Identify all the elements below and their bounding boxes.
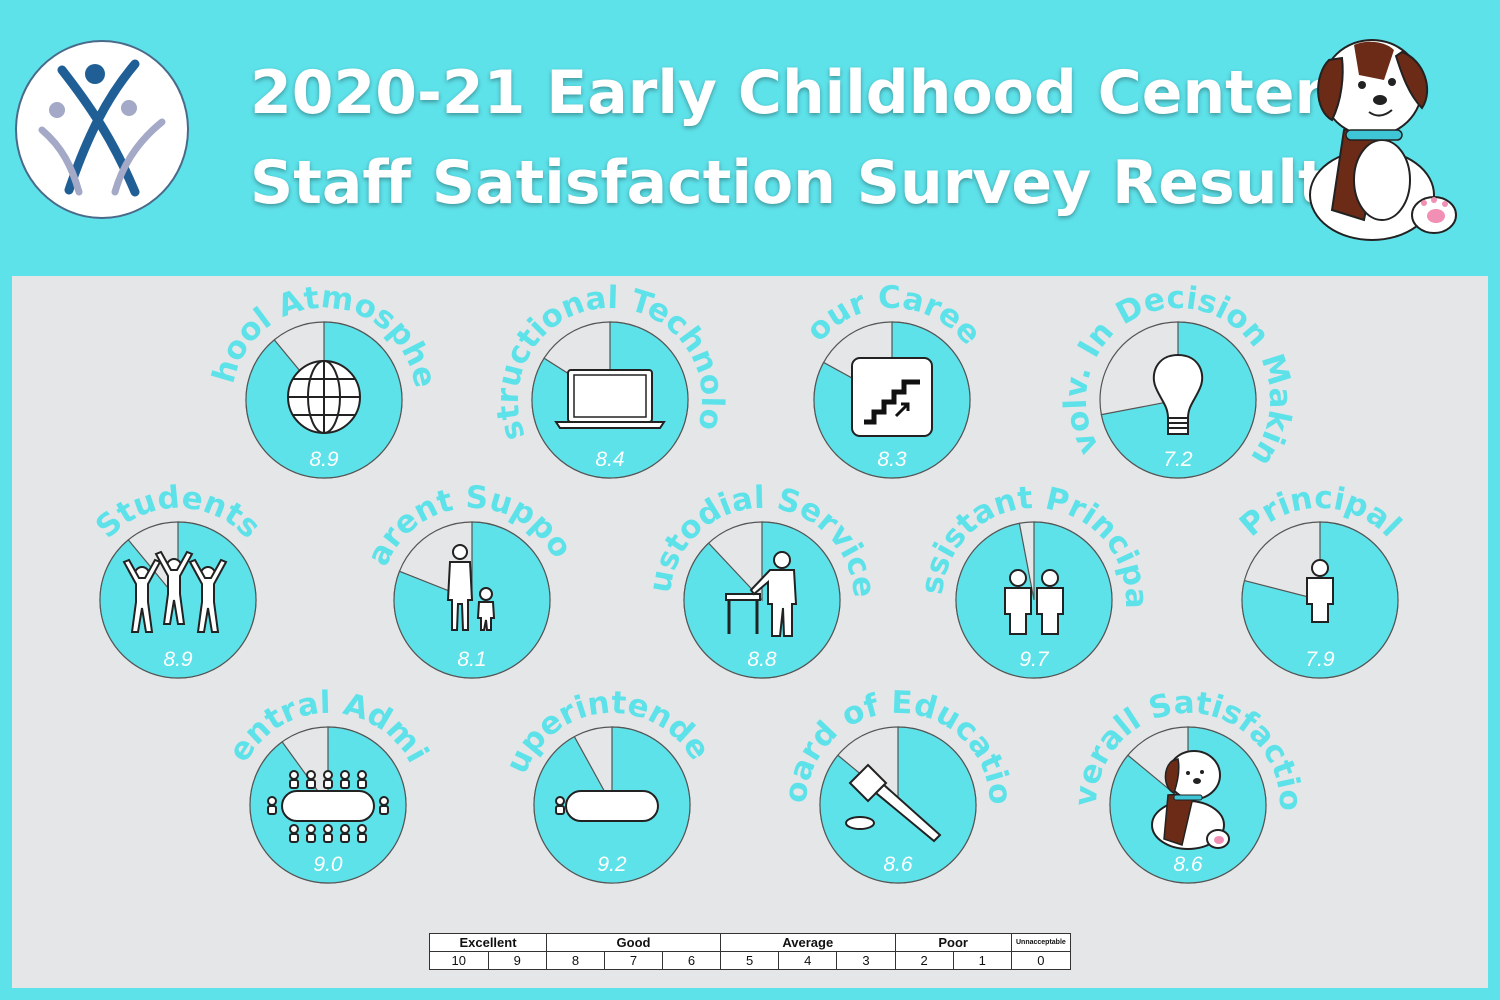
scale-number-5: 5 [720, 951, 780, 970]
value-label-central-admin: 9.0 [313, 853, 343, 876]
puppy-mascot [1284, 20, 1464, 245]
value-label-your-career: 8.3 [877, 448, 907, 471]
students-icon [122, 550, 228, 633]
value-label-custodial-services: 8.8 [747, 648, 777, 671]
scale-number-9: 9 [487, 951, 548, 970]
scale-level-average: Average [720, 933, 896, 952]
rating-scale-legend: Excellent Good Average Poor Unnacceptable 10… [428, 933, 1072, 970]
meeting-table-icon [555, 790, 659, 822]
scale-number-2: 2 [894, 951, 954, 970]
value-label-school-atmosphere: 8.9 [309, 448, 339, 471]
value-label-principal: 7.9 [1305, 648, 1335, 671]
pie-school-atmosphere: 8.9 School Atmosphere [0, 0, 443, 479]
value-label-students: 8.9 [163, 648, 193, 671]
value-label-board-of-education: 8.6 [883, 853, 913, 876]
scale-number-4: 4 [778, 951, 838, 970]
scale-number-1: 1 [952, 951, 1012, 970]
value-label-overall-satisfaction: 8.6 [1173, 853, 1203, 876]
scale-level-row: Excellent Good Average Poor Unnacceptable [428, 933, 1072, 952]
scale-level-poor: Poor [894, 933, 1012, 952]
conference-table-icon [267, 770, 389, 843]
people-logo-icon [38, 59, 166, 197]
value-label-assistant-principal: 9.7 [1019, 648, 1050, 671]
globe-icon [287, 360, 361, 434]
scale-level-excellent: Excellent [428, 933, 548, 952]
puppy-mascot-icon [1309, 39, 1457, 241]
scale-number-3: 3 [836, 951, 896, 970]
scale-number-row: 10 9 8 7 6 5 4 3 2 1 0 [429, 951, 1072, 970]
gavel-icon [845, 763, 942, 843]
title-line-1: 2020-21 Early Childhood Center [250, 58, 1325, 128]
scale-level-good: Good [546, 933, 722, 952]
two-people-icon [1004, 569, 1064, 635]
person-icon [1306, 559, 1334, 623]
stairs-icon [851, 357, 933, 437]
scale-number-0: 0 [1010, 951, 1072, 970]
custodian-icon [725, 551, 798, 637]
lightbulb-icon [1152, 353, 1204, 435]
category-label-your-career: Your Career [0, 0, 988, 352]
pie-slice-parent-support [393, 521, 551, 679]
scale-number-6: 6 [662, 951, 722, 970]
scale-number-8: 8 [546, 951, 606, 970]
category-label-school-atmosphere: School Atmosphere [0, 0, 443, 391]
page-title: 2020-21 Early Childhood Center Staff Sat… [250, 48, 1363, 228]
district-logo [15, 40, 189, 219]
laptop-icon [554, 369, 666, 429]
scale-number-10: 10 [429, 951, 489, 970]
pie-slice-instructional-technology [531, 321, 689, 479]
scale-number-7: 7 [604, 951, 664, 970]
value-label-instructional-technology: 8.4 [595, 448, 624, 471]
puppy-icon [1151, 750, 1230, 850]
parent-child-icon [446, 544, 496, 631]
value-label-superintendent: 9.2 [597, 853, 627, 876]
value-label-parent-support: 8.1 [457, 648, 486, 671]
title-line-2: Staff Satisfaction Survey Results [250, 148, 1363, 218]
pie-your-career: 8.3 Your Career [0, 0, 988, 479]
pie-slice-custodial-services [683, 521, 841, 679]
scale-level-unnacceptable: Unnacceptable [1010, 933, 1072, 952]
pie-slice-assistant-principal [955, 521, 1113, 679]
value-label-involv-in-decision-making: 7.2 [1163, 448, 1193, 471]
